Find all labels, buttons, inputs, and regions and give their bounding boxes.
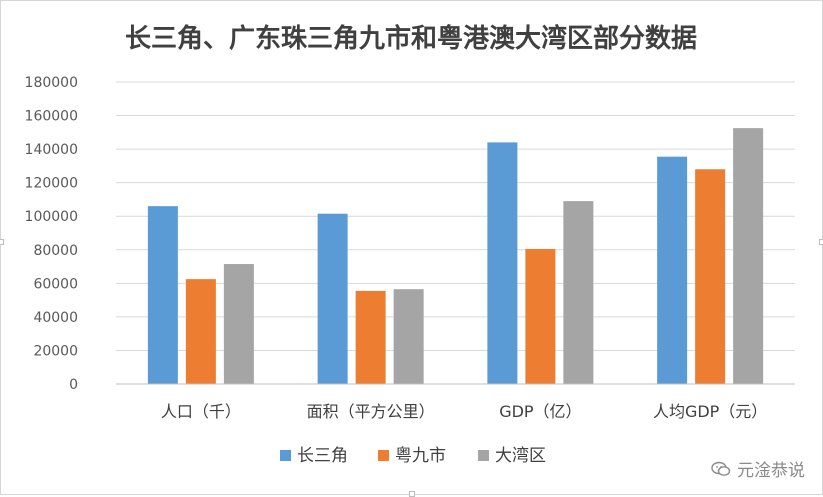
legend-swatch <box>378 450 389 461</box>
legend-label: 大湾区 <box>495 446 546 466</box>
wechat-icon <box>711 461 731 477</box>
watermark-text: 元淦恭说 <box>737 456 805 481</box>
category-labels: 人口（千） 面积（平方公里） GDP（亿） 人均GDP（元） <box>161 402 767 421</box>
bar-1-1 <box>356 291 386 384</box>
legend-swatch <box>478 450 489 461</box>
bar-0-0 <box>148 206 178 384</box>
bar-1-0 <box>318 214 348 384</box>
legend: 长三角 粤九市 大湾区 <box>280 446 546 466</box>
y-tick-label: 120000 <box>25 176 78 192</box>
bar-2-2 <box>563 201 593 384</box>
y-tick-label: 160000 <box>25 109 78 125</box>
category-label: GDP（亿） <box>499 402 581 421</box>
y-axis-ticks: 0 20000 40000 60000 80000 100000 120000 140000 1… <box>25 75 78 393</box>
bar-2-1 <box>525 249 555 384</box>
bar-3-2 <box>733 128 763 384</box>
bar-0-2 <box>224 264 254 384</box>
chart-title: 长三角、广东珠三角九市和粤港澳大湾区部分数据 <box>125 23 697 54</box>
y-tick-label: 20000 <box>33 343 78 359</box>
y-tick-label: 100000 <box>25 209 78 225</box>
y-tick-label: 60000 <box>33 276 78 292</box>
y-tick-label: 80000 <box>33 243 78 259</box>
watermark: 元淦恭说 <box>711 456 805 481</box>
category-label: 面积（平方公里） <box>307 402 435 421</box>
y-tick-label: 180000 <box>25 75 78 91</box>
bar-0-1 <box>186 279 216 384</box>
bar-3-0 <box>657 157 687 384</box>
gridlines <box>116 82 795 350</box>
bars <box>148 128 763 384</box>
legend-swatch <box>280 450 291 461</box>
category-label: 人均GDP（元） <box>653 402 767 421</box>
legend-label: 长三角 <box>297 446 348 466</box>
bar-3-1 <box>695 169 725 384</box>
y-tick-label: 0 <box>69 377 78 393</box>
y-tick-label: 140000 <box>25 142 78 158</box>
bar-1-2 <box>394 289 424 384</box>
bar-2-0 <box>487 142 517 384</box>
category-label: 人口（千） <box>161 402 241 421</box>
y-tick-label: 40000 <box>33 310 78 326</box>
legend-label: 粤九市 <box>395 446 446 466</box>
